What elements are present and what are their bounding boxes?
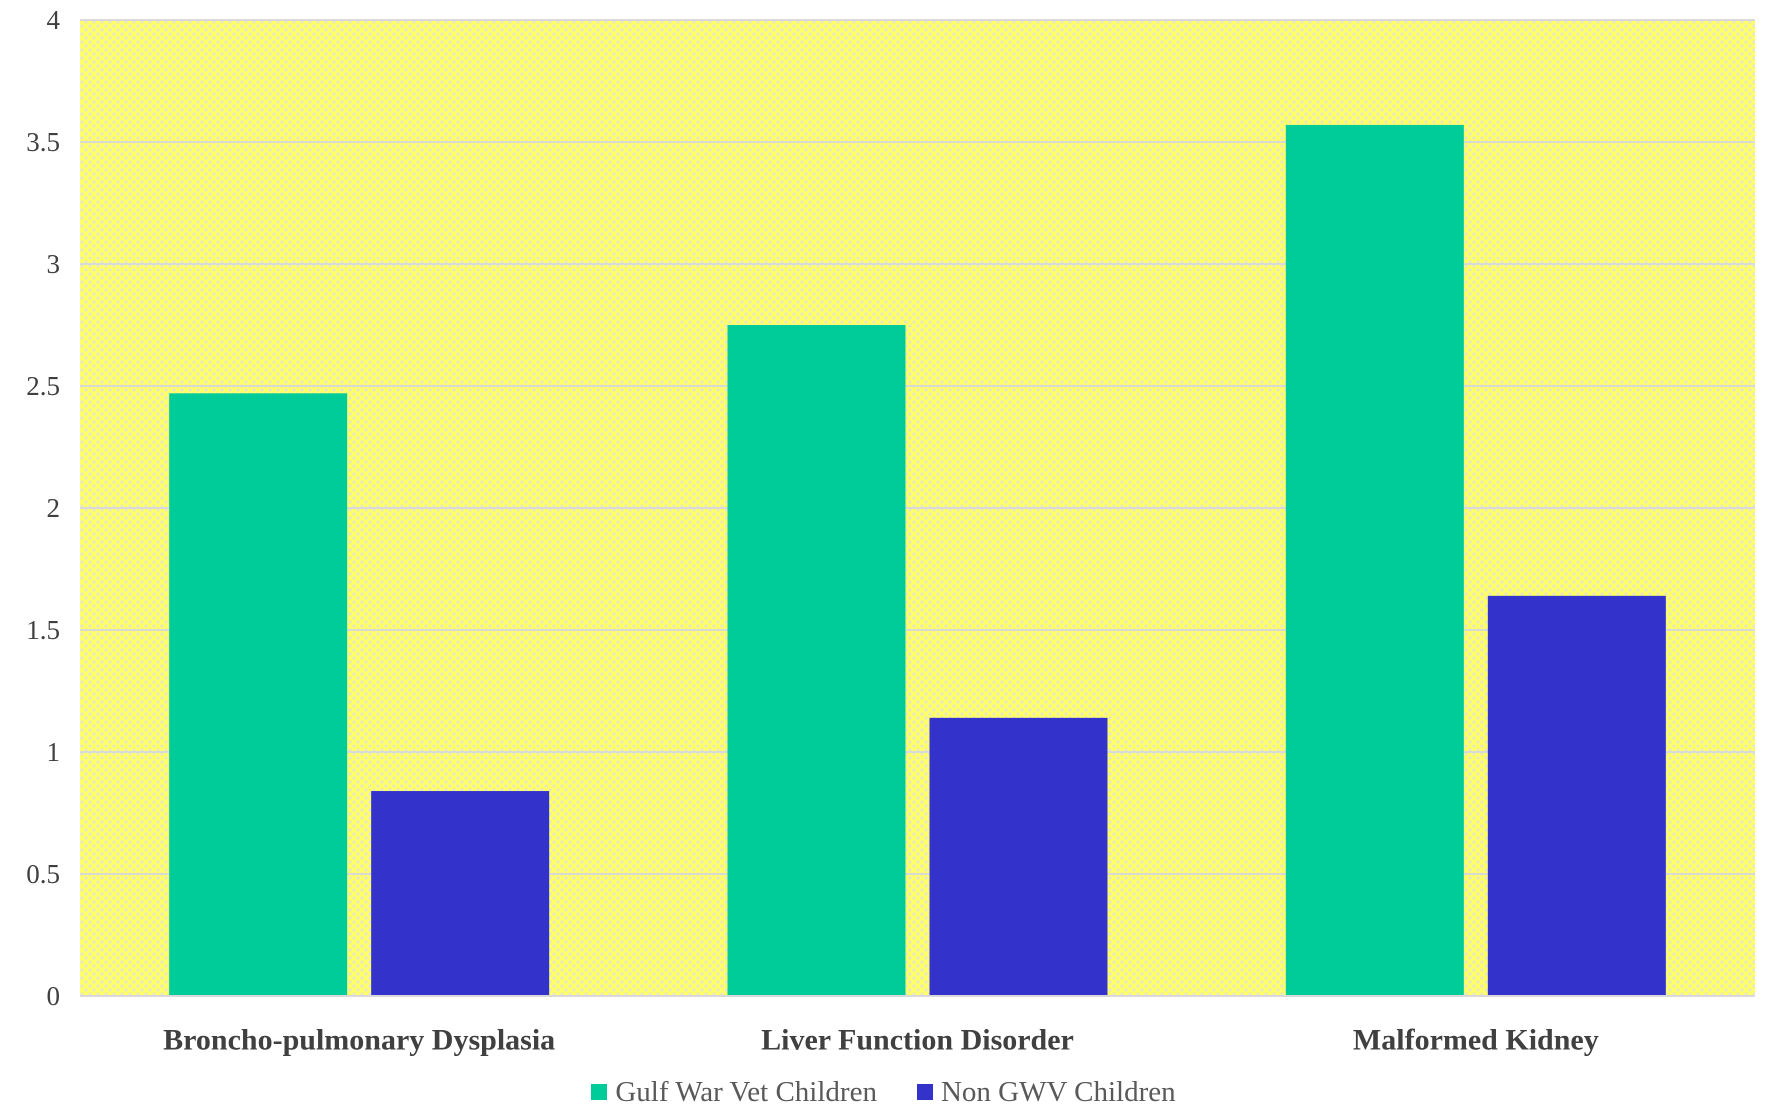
y-tick-label-0: 0 — [47, 981, 61, 1011]
legend-label-series-2: Non GWV Children — [940, 1075, 1176, 1108]
y-tick-label-8: 4 — [47, 5, 61, 35]
legend-item-series-1: Gulf War Vet Children — [591, 1076, 877, 1109]
bar-1-2 — [727, 325, 906, 996]
y-tick-label-2: 1 — [47, 737, 61, 767]
bar-1-3 — [1285, 124, 1464, 997]
axes: 0 0.5 1 1.5 2 2.5 3 3.5 4 Broncho-pulmonary Dyspl… — [26, 5, 1755, 1057]
x-category-label-3: Malformed Kidney — [1353, 1024, 1599, 1057]
bar-2-3 — [1487, 595, 1666, 996]
y-tick-label-6: 3 — [47, 249, 61, 279]
legend-item-series-2: Non GWV Children — [916, 1075, 1176, 1109]
bar-2-1 — [371, 791, 550, 996]
bar-1-1 — [169, 393, 348, 996]
bars — [169, 124, 1666, 997]
legend: Gulf War Vet Children Non GWV Children — [0, 1072, 1767, 1112]
y-tick-label-7: 3.5 — [26, 127, 60, 157]
legend-swatch-series-2 — [916, 1084, 933, 1100]
y-tick-label-1: 0.5 — [26, 859, 60, 889]
legend-label-series-1: Gulf War Vet Children — [615, 1075, 877, 1108]
legend-swatch-series-1 — [591, 1084, 608, 1100]
bar-2-2 — [929, 717, 1108, 996]
y-tick-label-5: 2.5 — [26, 371, 60, 401]
x-category-label-2: Liver Function Disorder — [761, 1024, 1074, 1057]
y-tick-label-4: 2 — [47, 493, 61, 523]
y-tick-label-3: 1.5 — [26, 615, 60, 645]
x-category-label-1: Broncho-pulmonary Dysplasia — [163, 1024, 555, 1057]
